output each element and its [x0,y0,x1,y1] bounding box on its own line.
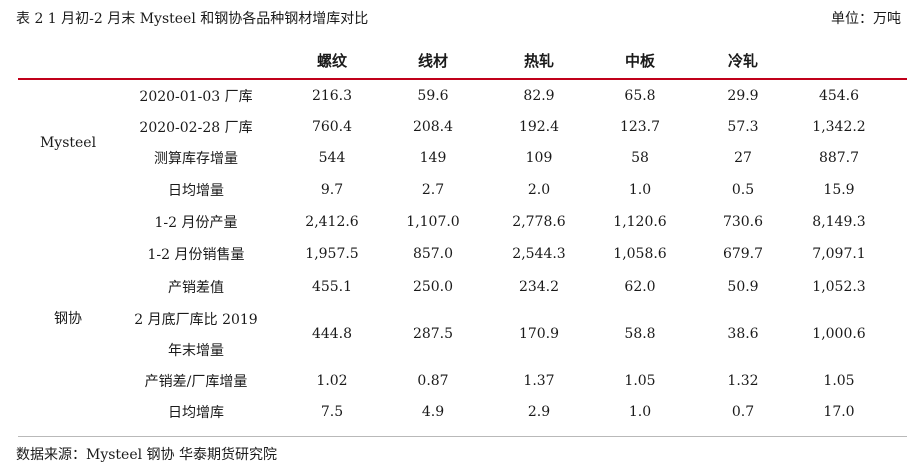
table-cell: 50.9 [727,279,759,295]
table-cell: 1,052.3 [812,279,866,295]
table-cell: 454.6 [818,88,860,104]
table-cell: 2,544.3 [512,246,566,262]
table-cell: 58 [631,150,649,166]
table-cell: 27 [734,150,752,166]
table-cell: 287.5 [412,326,454,342]
table-cell: 679.7 [722,246,764,262]
table-cell: 2.0 [527,182,551,198]
table-cell: 62.0 [624,279,656,295]
row-label: 2020-02-28 厂库 [139,120,253,136]
table-cell: 455.1 [311,279,353,295]
table-cell: 170.9 [518,326,560,342]
header-col-1: 螺纹 [316,52,348,70]
table-cell: 0.87 [417,373,449,389]
row-label: 测算库存增量 [154,151,238,167]
table-cell: 1.0 [628,404,652,420]
table-cell: 38.6 [727,326,759,342]
header-col-4: 中板 [624,52,656,70]
table-cell: 65.8 [624,88,656,104]
table-cell: 149 [419,150,447,166]
table-cell: 208.4 [412,119,454,135]
header-col-3: 热轧 [523,52,555,70]
table-cell: 857.0 [412,246,454,262]
table-cell: 1.0 [628,182,652,198]
table-cell: 59.6 [417,88,449,104]
row-label: 1-2 月份销售量 [147,247,245,263]
table-cell: 0.7 [731,404,755,420]
table-cell: 15.9 [823,182,855,198]
table-cell: 123.7 [619,119,661,135]
table-caption: 表 2 1 月初-2 月末 Mysteel 和钢协各品种钢材增库对比 [16,11,369,27]
table-cell: 8,149.3 [812,214,866,230]
table-cell: 234.2 [518,279,560,295]
row-label: 2020-01-03 厂库 [139,89,253,105]
table-cell: 82.9 [523,88,555,104]
table-cell: 444.8 [311,326,353,342]
table-cell: 1,120.6 [613,214,667,230]
row-label-line-1: 2 月底厂库比 2019 [134,312,258,328]
source-note: 数据来源：Mysteel 钢协 华泰期货研究院 [16,447,278,463]
table-cell: 216.3 [311,88,353,104]
table-cell: 887.7 [818,150,860,166]
table-cell: 2,778.6 [512,214,566,230]
table-cell: 1.32 [727,373,759,389]
group-label-mysteel: Mysteel [39,135,97,151]
header-col-2: 线材 [417,52,449,70]
row-label: 产销差/厂库增量 [144,374,248,390]
table-cell: 2,412.6 [305,214,359,230]
row-label: 日均增量 [168,183,224,199]
unit-label: 单位：万吨 [831,11,901,27]
row-label: 日均增库 [168,405,224,421]
table-cell: 1.02 [316,373,348,389]
table-cell: 57.3 [727,119,759,135]
table-cell: 760.4 [311,119,353,135]
table-cell: 1,000.6 [812,326,866,342]
table-cell: 192.4 [518,119,560,135]
table-cell: 17.0 [823,404,855,420]
table-cell: 58.8 [624,326,656,342]
table-cell: 1,957.5 [305,246,359,262]
header-col-5: 冷轧 [727,52,759,70]
row-label-line-2: 年末增量 [168,343,224,359]
table-cell: 1,107.0 [406,214,460,230]
header-divider [18,78,907,80]
row-label: 1-2 月份产量 [154,215,238,231]
table-cell: 1.37 [523,373,555,389]
table-cell: 29.9 [727,88,759,104]
table-cell: 9.7 [320,182,344,198]
table-cell: 730.6 [722,214,764,230]
table-cell: 250.0 [412,279,454,295]
table-cell: 544 [318,150,346,166]
group-label-cisa: 钢协 [54,311,82,327]
table-cell: 2.9 [527,404,551,420]
table-cell: 2.7 [421,182,445,198]
row-label: 产销差值 [168,280,224,296]
table-cell: 7,097.1 [812,246,866,262]
table-cell: 1.05 [624,373,656,389]
table-cell: 0.5 [731,182,755,198]
table-cell: 1,342.2 [812,119,866,135]
footer-divider [18,436,907,437]
table-cell: 4.9 [421,404,445,420]
table-cell: 1.05 [823,373,855,389]
table-cell: 7.5 [320,404,344,420]
table-cell: 109 [525,150,553,166]
table-cell: 1,058.6 [613,246,667,262]
